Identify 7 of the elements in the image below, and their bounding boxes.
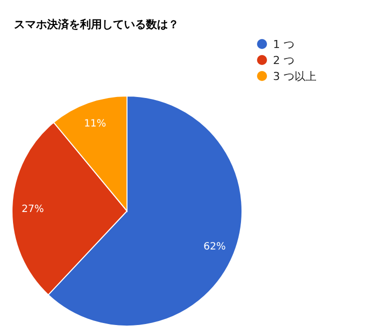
data-label: 62% (204, 242, 226, 253)
legend-label: 2 つ (273, 54, 294, 67)
legend-label: 1 つ (273, 38, 294, 51)
chart-title: スマホ決済を利用している数は？ (14, 18, 179, 31)
data-label: 11% (84, 118, 106, 130)
data-label: 27% (22, 204, 44, 216)
legend-label: 3 つ以上 (273, 70, 316, 83)
